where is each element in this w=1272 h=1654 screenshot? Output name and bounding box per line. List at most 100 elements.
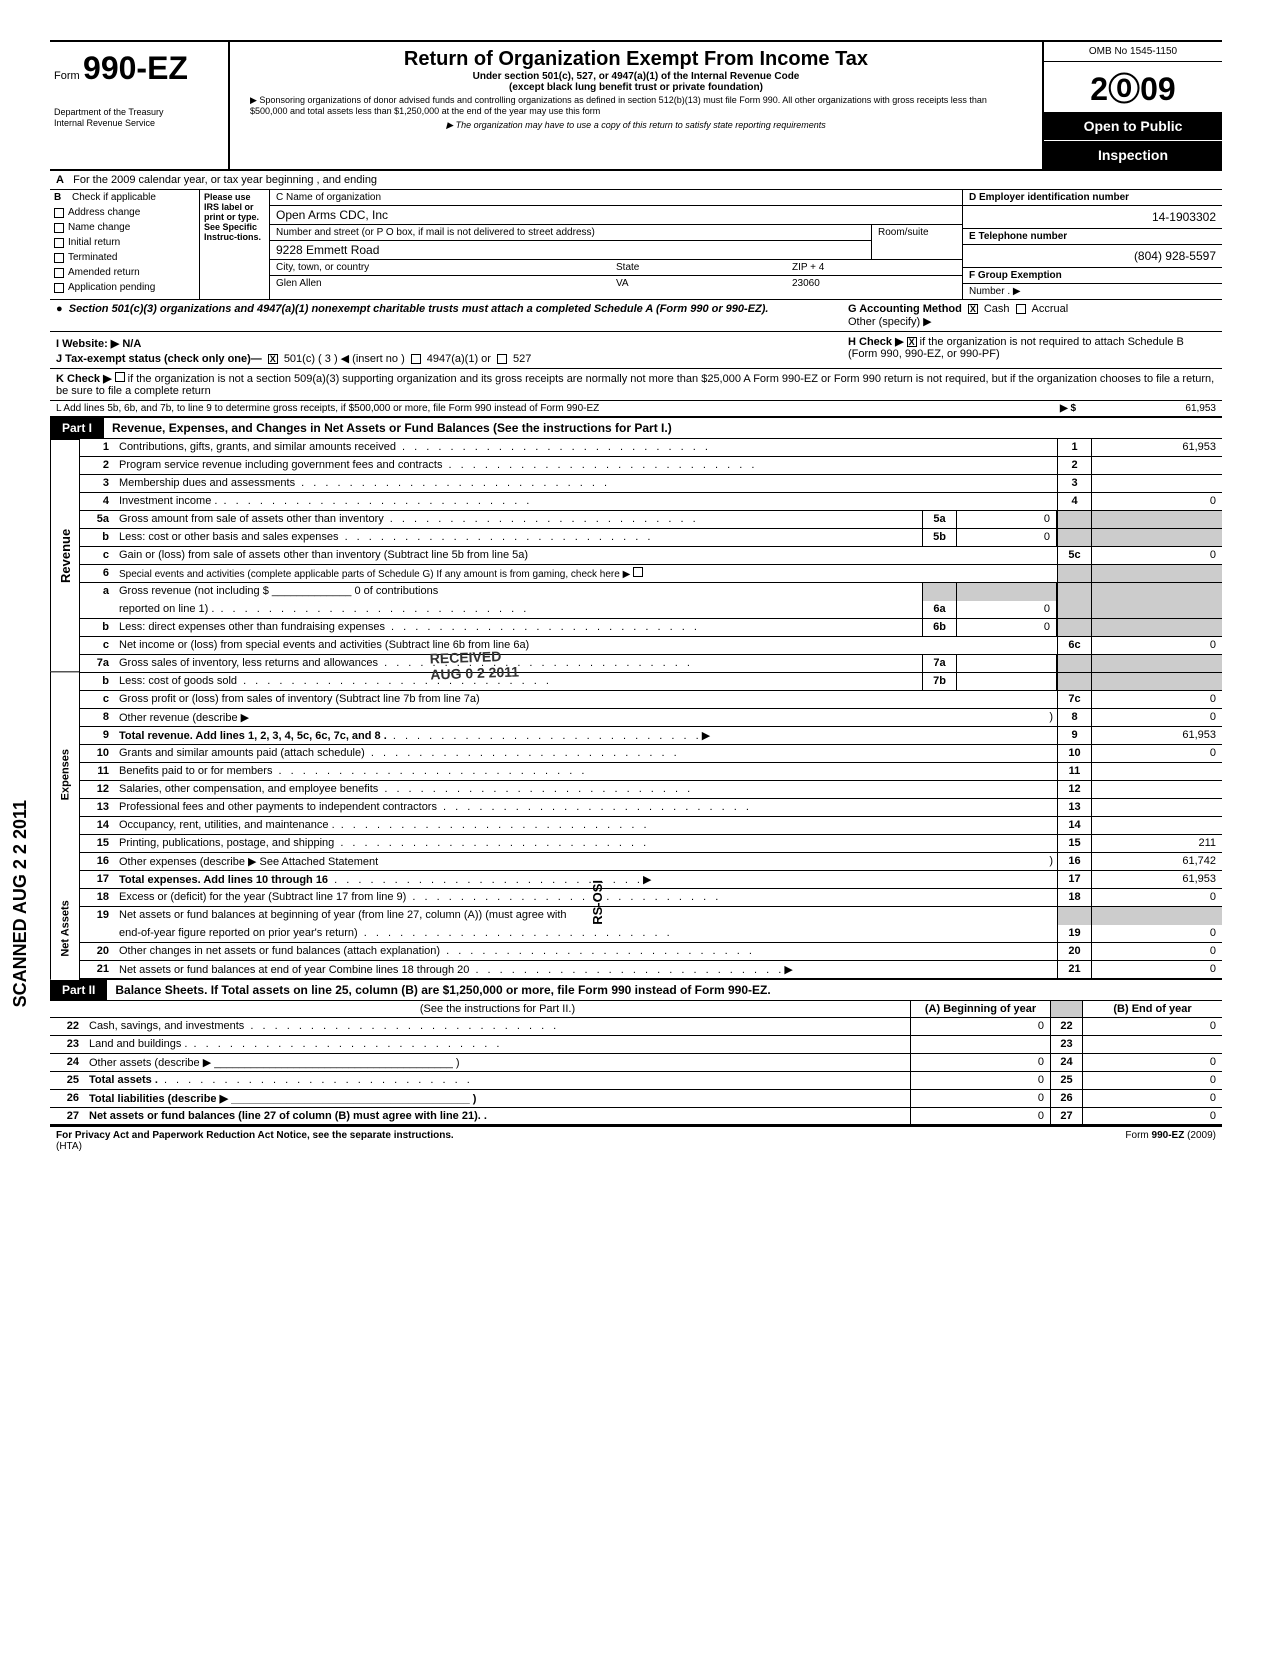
title-box: Return of Organization Exempt From Incom… xyxy=(230,42,1042,169)
hta-label: (HTA) xyxy=(56,1141,454,1152)
line-5a: 5a Gross amount from sale of assets othe… xyxy=(80,511,1222,529)
line-6a-2: reported on line 1) . 6a 0 xyxy=(80,601,1222,619)
balance-columns-header: (See the instructions for Part II.) (A) … xyxy=(50,1001,1222,1018)
line-13: 13 Professional fees and other payments … xyxy=(80,799,1222,817)
l-arrow: ▶ $ xyxy=(1060,403,1076,414)
line-7c: c Gross profit or (loss) from sales of i… xyxy=(80,691,1222,709)
inspection: Inspection xyxy=(1044,140,1222,169)
org-city: Glen Allen xyxy=(270,276,610,291)
part-2-header: Part II Balance Sheets. If Total assets … xyxy=(50,980,1222,1001)
501c3-note: Section 501(c)(3) organizations and 4947… xyxy=(69,303,769,315)
tax-year-text: For the 2009 calendar year, or tax year … xyxy=(73,174,377,186)
scanned-stamp: SCANNED AUG 2 2 2011 xyxy=(10,800,31,1007)
form-990ez: Form 990-EZ Department of the Treasury I… xyxy=(50,40,1222,1155)
col-a-header: (A) Beginning of year xyxy=(910,1001,1050,1017)
open-public: Open to Public xyxy=(1044,112,1222,140)
side-expenses: Expenses xyxy=(50,671,80,877)
line-5b: b Less: cost or other basis and sales ex… xyxy=(80,529,1222,547)
line-21: 21 Net assets or fund balances at end of… xyxy=(80,961,1222,980)
line-19-2: end-of-year figure reported on prior yea… xyxy=(80,925,1222,943)
phone-value: (804) 928-5597 xyxy=(963,245,1222,268)
check-terminated[interactable]: Terminated xyxy=(50,250,199,265)
line-10: 10 Grants and similar amounts paid (atta… xyxy=(80,745,1222,763)
h-check-label: H Check ▶ xyxy=(848,336,904,348)
year-box: OMB No 1545-1150 2⓪09 Open to Public Ins… xyxy=(1042,42,1222,169)
527-checkbox[interactable] xyxy=(497,354,507,364)
line-2: 2 Program service revenue including gove… xyxy=(80,457,1222,475)
received-stamp: RECEIVED AUG 0 2 2011 xyxy=(429,647,519,682)
line-8: 8 Other revenue (describe ▶) 8 0 xyxy=(80,709,1222,727)
check-address-change[interactable]: Address change xyxy=(50,205,199,220)
group-exemption-header: F Group Exemption xyxy=(963,268,1222,284)
l-text: L Add lines 5b, 6b, and 7b, to line 9 to… xyxy=(56,403,1060,414)
privacy-notice: For Privacy Act and Paperwork Reduction … xyxy=(56,1130,454,1141)
phone-header: E Telephone number xyxy=(963,229,1222,245)
org-state: VA xyxy=(610,276,786,291)
check-initial-return[interactable]: Initial return xyxy=(50,235,199,250)
subtitle-2: (except black lung benefit trust or priv… xyxy=(240,82,1032,93)
line-4: 4 Investment income . 4 0 xyxy=(80,493,1222,511)
line-6b: b Less: direct expenses other than fundr… xyxy=(80,619,1222,637)
part-1-lines: 1 Contributions, gifts, grants, and simi… xyxy=(80,439,1222,980)
rs-osi-stamp: RS-OSI xyxy=(590,880,605,925)
part-1-header: Part I Revenue, Expenses, and Changes in… xyxy=(50,418,1222,439)
org-zip: 23060 xyxy=(786,276,962,291)
side-netassets: Net Assets xyxy=(50,877,80,980)
line-17: 17 Total expenses. Add lines 10 through … xyxy=(80,871,1222,889)
k-text: if the organization is not a section 509… xyxy=(56,373,1214,397)
state-header: State xyxy=(610,260,786,275)
k-checkbox[interactable] xyxy=(115,372,125,382)
l-amount: 61,953 xyxy=(1076,403,1216,414)
501c-checkbox[interactable]: X xyxy=(268,354,278,364)
line-6c: c Net income or (loss) from special even… xyxy=(80,637,1222,655)
check-name-change[interactable]: Name change xyxy=(50,220,199,235)
main-title: Return of Organization Exempt From Incom… xyxy=(240,48,1032,71)
org-info-section: B Check if applicable Address change Nam… xyxy=(50,190,1222,300)
omb-number: OMB No 1545-1150 xyxy=(1044,42,1222,62)
part-2-label: Part II xyxy=(50,980,107,1000)
side-revenue: Revenue xyxy=(50,439,80,671)
line-26: 26 Total liabilities (describe ▶ _______… xyxy=(50,1090,1222,1108)
org-name-header: C Name of organization xyxy=(270,190,962,206)
4947-checkbox[interactable] xyxy=(411,354,421,364)
copy-note: ▶ The organization may have to use a cop… xyxy=(240,118,1032,133)
zip-header: ZIP + 4 xyxy=(786,260,962,275)
cash-checkbox[interactable]: X xyxy=(968,304,978,314)
accrual-checkbox[interactable] xyxy=(1016,304,1026,314)
line-6: 6 Special events and activities (complet… xyxy=(80,565,1222,583)
line-22: 22 Cash, savings, and investments 0 22 0 xyxy=(50,1018,1222,1036)
k-label: K Check ▶ xyxy=(56,373,112,385)
line-3: 3 Membership dues and assessments 3 xyxy=(80,475,1222,493)
check-pending[interactable]: Application pending xyxy=(50,280,199,295)
line-7b: b Less: cost of goods sold 7b xyxy=(80,673,1222,691)
line-7a: 7a Gross sales of inventory, less return… xyxy=(80,655,1222,673)
col-b-header: (B) End of year xyxy=(1082,1001,1222,1017)
org-address: 9228 Emmett Road xyxy=(270,241,871,259)
check-amended[interactable]: Amended return xyxy=(50,265,199,280)
part-1-label: Part I xyxy=(50,418,104,438)
line-12: 12 Salaries, other compensation, and emp… xyxy=(80,781,1222,799)
org-name-address-col: C Name of organization Open Arms CDC, In… xyxy=(270,190,962,299)
website-label: I Website: ▶ N/A xyxy=(56,338,141,350)
h-checkbox[interactable]: X xyxy=(907,337,917,347)
tax-exempt-label: J Tax-exempt status (check only one)— xyxy=(56,353,262,365)
other-specify: Other (specify) ▶ xyxy=(848,315,1216,328)
part2-instructions: (See the instructions for Part II.) xyxy=(85,1001,910,1017)
line-9: 9 Total revenue. Add lines 1, 2, 3, 4, 5… xyxy=(80,727,1222,745)
line-1: 1 Contributions, gifts, grants, and simi… xyxy=(80,439,1222,457)
check-header: Check if applicable xyxy=(72,192,156,203)
dept-irs: Internal Revenue Service xyxy=(54,117,224,128)
accrual-label: Accrual xyxy=(1032,303,1069,315)
ein-value: 14-1903302 xyxy=(963,206,1222,229)
line-5c: c Gain or (loss) from sale of assets oth… xyxy=(80,547,1222,565)
label-instructions: Please use IRS label or print or type. S… xyxy=(200,190,270,299)
line-14: 14 Occupancy, rent, utilities, and maint… xyxy=(80,817,1222,835)
line-19-1: 19 Net assets or fund balances at beginn… xyxy=(80,907,1222,925)
gaming-checkbox[interactable] xyxy=(633,567,643,577)
line-24: 24 Other assets (describe ▶ ____________… xyxy=(50,1054,1222,1072)
l-row: L Add lines 5b, 6b, and 7b, to line 9 to… xyxy=(50,401,1222,418)
check-applicable-col: B Check if applicable Address change Nam… xyxy=(50,190,200,299)
4947-text: 4947(a)(1) or xyxy=(427,353,491,365)
line-11: 11 Benefits paid to or for members 11 xyxy=(80,763,1222,781)
part-2-title: Balance Sheets. If Total assets on line … xyxy=(107,980,778,1000)
